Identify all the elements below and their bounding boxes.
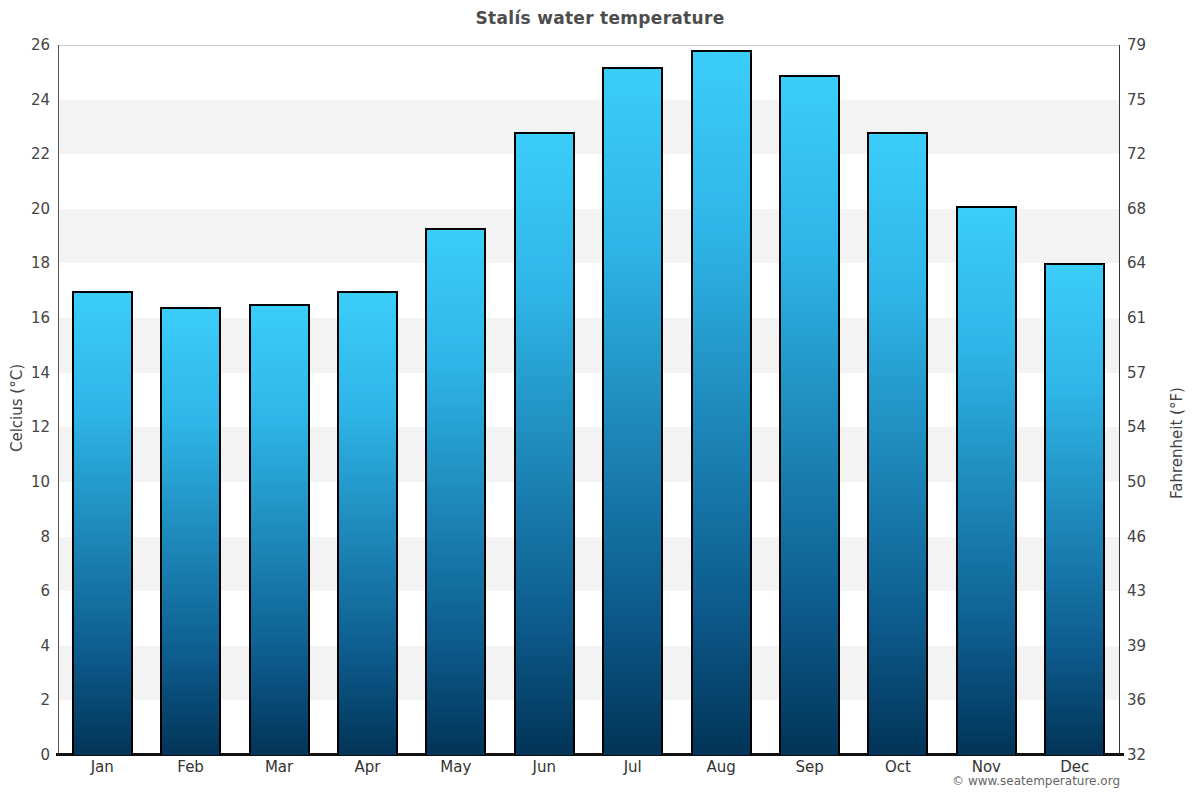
y-tick-label-celsius: 18 xyxy=(4,254,50,272)
y-tick-label-fahrenheit: 36 xyxy=(1127,691,1177,709)
bar-aug xyxy=(691,50,752,755)
y-tick-label-celsius: 26 xyxy=(4,36,50,54)
bar-mar xyxy=(249,304,310,755)
x-tick-label-may: May xyxy=(412,758,500,778)
y-tick-label-celsius: 14 xyxy=(4,364,50,382)
y-tick-label-fahrenheit: 39 xyxy=(1127,637,1177,655)
y-tick-label-celsius: 2 xyxy=(4,691,50,709)
x-tick-label-jul: Jul xyxy=(589,758,677,778)
bar-dec xyxy=(1044,263,1105,755)
bar-jun xyxy=(514,132,575,755)
bar-sep xyxy=(779,75,840,755)
y-tick-label-celsius: 0 xyxy=(4,746,50,764)
x-tick-label-sep: Sep xyxy=(765,758,853,778)
x-tick-label-nov: Nov xyxy=(942,758,1030,778)
y-tick-label-celsius: 22 xyxy=(4,145,50,163)
y-tick-label-celsius: 16 xyxy=(4,309,50,327)
bar-oct xyxy=(867,132,928,755)
y-tick-label-fahrenheit: 64 xyxy=(1127,254,1177,272)
y-tick-label-fahrenheit: 32 xyxy=(1127,746,1177,764)
y-axis-line-celsius xyxy=(58,45,59,755)
x-tick-label-apr: Apr xyxy=(323,758,411,778)
plot-top-border xyxy=(58,45,1120,46)
y-tick-label-celsius: 24 xyxy=(4,91,50,109)
y-tick-label-fahrenheit: 72 xyxy=(1127,145,1177,163)
bar-nov xyxy=(956,206,1017,755)
x-tick-label-oct: Oct xyxy=(854,758,942,778)
grid-band xyxy=(58,154,1119,209)
x-tick-label-mar: Mar xyxy=(235,758,323,778)
bar-jan xyxy=(72,291,133,755)
x-tick-label-feb: Feb xyxy=(146,758,234,778)
y-tick-label-fahrenheit: 75 xyxy=(1127,91,1177,109)
y-tick-label-celsius: 10 xyxy=(4,473,50,491)
y-tick-label-fahrenheit: 68 xyxy=(1127,200,1177,218)
bar-feb xyxy=(160,307,221,755)
y-tick-label-fahrenheit: 50 xyxy=(1127,473,1177,491)
y-tick-label-fahrenheit: 46 xyxy=(1127,528,1177,546)
y-axis-line-fahrenheit xyxy=(1119,45,1120,755)
bar-jul xyxy=(602,67,663,755)
x-tick-label-aug: Aug xyxy=(677,758,765,778)
y-tick-label-fahrenheit: 43 xyxy=(1127,582,1177,600)
y-tick-label-fahrenheit: 79 xyxy=(1127,36,1177,54)
grid-band xyxy=(58,100,1119,155)
water-temperature-chart: Stalís water temperature Celcius (°C) Fa… xyxy=(0,0,1200,800)
y-tick-label-celsius: 4 xyxy=(4,637,50,655)
x-tick-label-jun: Jun xyxy=(500,758,588,778)
y-tick-label-celsius: 8 xyxy=(4,528,50,546)
x-tick-label-jan: Jan xyxy=(58,758,146,778)
y-tick-label-celsius: 12 xyxy=(4,418,50,436)
y-tick-label-celsius: 6 xyxy=(4,582,50,600)
y-tick-label-fahrenheit: 61 xyxy=(1127,309,1177,327)
bar-apr xyxy=(337,291,398,755)
bar-may xyxy=(425,228,486,755)
y-tick-label-fahrenheit: 57 xyxy=(1127,364,1177,382)
x-tick-label-dec: Dec xyxy=(1031,758,1119,778)
y-tick-label-fahrenheit: 54 xyxy=(1127,418,1177,436)
y-tick-label-celsius: 20 xyxy=(4,200,50,218)
chart-title: Stalís water temperature xyxy=(0,8,1200,28)
grid-band xyxy=(58,45,1119,100)
